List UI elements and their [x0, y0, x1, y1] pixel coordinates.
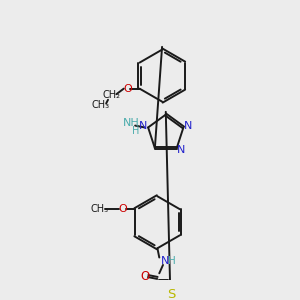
Text: O: O	[123, 84, 132, 94]
Text: S: S	[167, 288, 176, 300]
Text: CH₃: CH₃	[92, 100, 110, 110]
Text: N: N	[161, 256, 169, 266]
Text: N: N	[184, 121, 192, 130]
Text: CH₂: CH₂	[103, 90, 121, 100]
Text: NH: NH	[123, 118, 140, 128]
Text: H: H	[168, 256, 176, 266]
Text: N: N	[177, 145, 185, 155]
Text: N: N	[139, 121, 148, 130]
Text: O: O	[141, 270, 150, 283]
Text: CH₃: CH₃	[91, 204, 109, 214]
Text: O: O	[118, 204, 127, 214]
Text: H: H	[132, 126, 140, 136]
